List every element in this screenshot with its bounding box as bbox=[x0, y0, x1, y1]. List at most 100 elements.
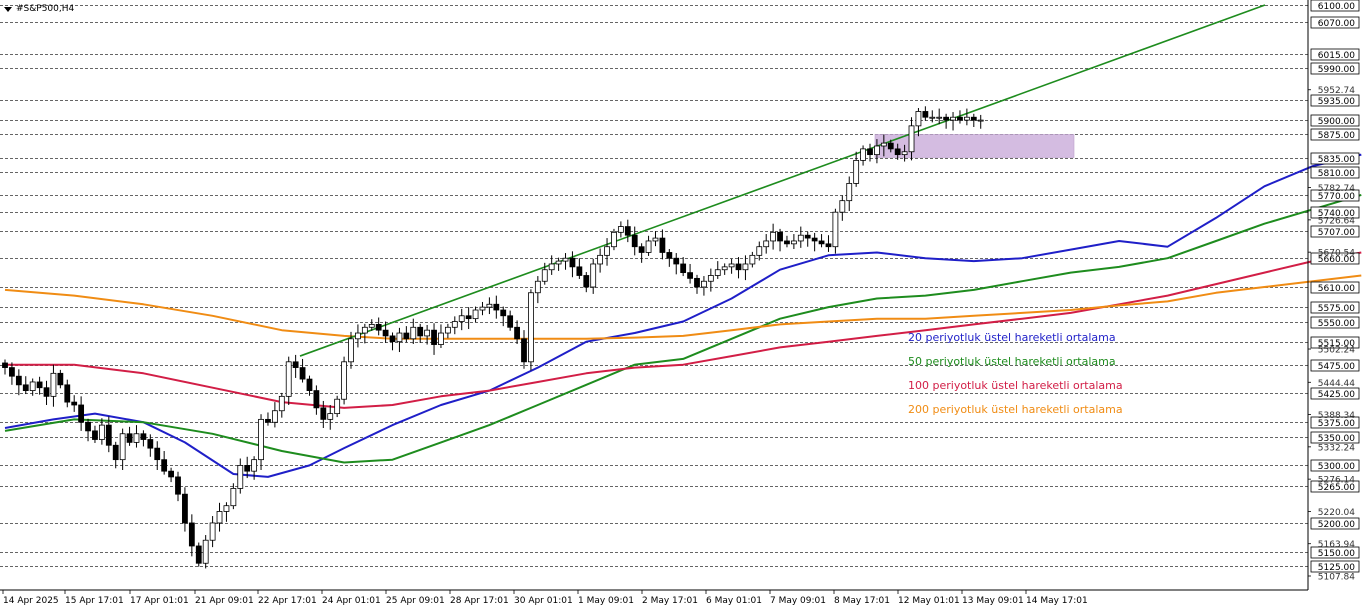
moving-average-line bbox=[4, 193, 1362, 464]
level-label-box bbox=[1310, 459, 1360, 472]
candle-body bbox=[562, 257, 569, 262]
candles bbox=[2, 106, 984, 569]
candle-body bbox=[936, 116, 943, 119]
candle-body bbox=[133, 433, 140, 443]
time-tick-label: 17 Apr 01:01 bbox=[130, 596, 189, 606]
candle-body bbox=[832, 211, 839, 248]
legend-item: 20 periyotluk üstel hareketli ortalama bbox=[908, 331, 1116, 344]
candle-body bbox=[763, 240, 770, 248]
candle-body bbox=[707, 275, 714, 282]
level-label: 5990.00 bbox=[1318, 65, 1355, 75]
candle-body bbox=[908, 125, 915, 153]
candle-body bbox=[611, 231, 617, 248]
candle-body bbox=[756, 246, 763, 256]
candle-body bbox=[375, 324, 382, 331]
level-label: 5150.00 bbox=[1318, 549, 1355, 559]
candle-body bbox=[624, 226, 631, 236]
level-label-box bbox=[1310, 359, 1360, 372]
candle-body bbox=[265, 418, 271, 423]
level-label-box bbox=[1310, 301, 1360, 314]
price-tick-label: 5670.54 bbox=[1318, 249, 1355, 259]
trend-line bbox=[299, 4, 1266, 357]
candle-body bbox=[396, 332, 403, 343]
level-label-box bbox=[1310, 281, 1360, 294]
candle-body bbox=[521, 338, 527, 363]
candle-body bbox=[465, 315, 472, 320]
level-label: 5350.00 bbox=[1318, 434, 1355, 444]
candle-body bbox=[389, 335, 396, 343]
candle-body bbox=[36, 381, 43, 389]
candle-body bbox=[514, 326, 520, 340]
candle-body bbox=[85, 421, 91, 432]
price-tick-label: 5107.84 bbox=[1318, 573, 1355, 583]
moving-average-line bbox=[4, 153, 1362, 478]
candle-body bbox=[188, 522, 195, 547]
candle-body bbox=[50, 372, 57, 397]
candle-body bbox=[701, 280, 707, 288]
candle-body bbox=[424, 329, 431, 337]
level-label-box bbox=[1310, 480, 1360, 493]
level-label: 5575.00 bbox=[1318, 304, 1355, 314]
candle-body bbox=[576, 266, 583, 276]
level-label: 5550.00 bbox=[1318, 319, 1355, 329]
level-label: 5935.00 bbox=[1318, 97, 1355, 107]
candle-body bbox=[977, 119, 984, 122]
candle-body bbox=[161, 459, 168, 472]
candle-body bbox=[963, 116, 970, 121]
level-label: 5900.00 bbox=[1318, 117, 1355, 127]
candle-body bbox=[458, 315, 465, 322]
candle-body bbox=[112, 444, 119, 461]
candle-body bbox=[438, 332, 444, 345]
candle-body bbox=[195, 545, 202, 564]
candle-body bbox=[694, 277, 700, 288]
time-tick-label: 22 Apr 17:01 bbox=[258, 596, 317, 606]
level-label: 5810.00 bbox=[1318, 169, 1355, 179]
dropdown-triangle-icon[interactable] bbox=[4, 6, 12, 12]
candle-body bbox=[403, 332, 410, 340]
time-axis: 14 Apr 2025 15 Apr 17:01 17 Apr 01:01 21 Ap… bbox=[2, 590, 1088, 606]
price-tick-label: 5444.44 bbox=[1318, 379, 1355, 389]
candle-body bbox=[721, 266, 728, 271]
price-tick-label: 5332.24 bbox=[1318, 443, 1355, 453]
level-label-box bbox=[1310, 189, 1360, 202]
time-tick-label: 14 May 17:01 bbox=[1026, 596, 1088, 606]
candle-body bbox=[528, 292, 534, 363]
level-label-box bbox=[1310, 560, 1360, 573]
candle-body bbox=[348, 338, 354, 363]
candle-body bbox=[154, 447, 161, 461]
candle-body bbox=[278, 395, 285, 412]
level-label: 6070.00 bbox=[1318, 19, 1355, 29]
candle-body bbox=[687, 272, 693, 279]
candle-body bbox=[410, 326, 417, 340]
level-label-box bbox=[1310, 114, 1360, 127]
candle-body bbox=[548, 263, 555, 271]
price-tick-label: 5726.64 bbox=[1318, 216, 1355, 226]
moving-averages bbox=[4, 153, 1362, 478]
candle-body bbox=[825, 243, 832, 248]
time-tick-label: 14 Apr 2025 bbox=[3, 596, 59, 606]
candle-body bbox=[534, 280, 541, 294]
candle-body bbox=[306, 378, 313, 391]
time-tick-label: 28 Apr 17:01 bbox=[450, 596, 509, 606]
candle-body bbox=[9, 367, 15, 377]
candle-body bbox=[811, 237, 818, 242]
level-label-box bbox=[1310, 336, 1360, 349]
time-tick-label: 15 Apr 17:01 bbox=[65, 596, 124, 606]
candle-body bbox=[597, 254, 604, 265]
candle-body bbox=[797, 234, 804, 242]
candle-body bbox=[638, 246, 645, 253]
level-label: 5707.00 bbox=[1318, 228, 1355, 238]
level-label: 5200.00 bbox=[1318, 520, 1355, 530]
candle-body bbox=[29, 381, 36, 391]
legend-item: 100 periyotluk üstel hareketli ortalama bbox=[908, 379, 1123, 392]
level-label-box bbox=[1310, 517, 1360, 530]
legend-item: 50 periyotluk üstel hareketli ortalama bbox=[908, 355, 1116, 368]
candle-body bbox=[735, 263, 742, 271]
candle-body bbox=[943, 116, 950, 121]
level-label: 5125.00 bbox=[1318, 563, 1355, 573]
level-label: 5515.00 bbox=[1318, 339, 1355, 349]
candle-body bbox=[970, 116, 977, 121]
candle-body bbox=[479, 306, 486, 311]
symbol-label[interactable]: #S&P500,H4 bbox=[4, 4, 74, 14]
